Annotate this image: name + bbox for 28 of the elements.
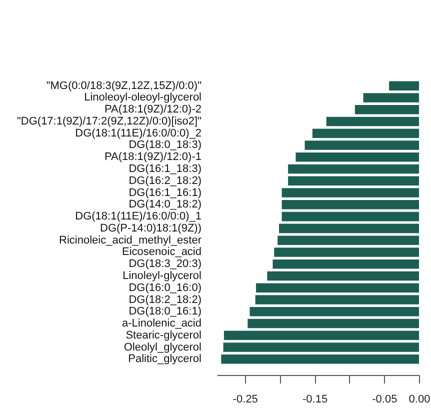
y-tick-label: PA(18:1(9Z)/12:0)-1 bbox=[104, 151, 202, 164]
y-tick-label: DG(16:0_16:0) bbox=[128, 282, 202, 294]
x-tick-label: -0.15 bbox=[302, 394, 328, 406]
y-tick-label: Stearic-glycerol bbox=[126, 329, 202, 342]
x-tick-label: -0.25 bbox=[232, 394, 258, 406]
y-tick-label: a-Linolenic_acid bbox=[122, 318, 202, 330]
y-tick-label: Oleolyl_glycerol bbox=[124, 341, 202, 354]
y-tick-label: DG(18:2_18:2) bbox=[128, 294, 202, 306]
y-tick-label: Ricinoleic_acid_methyl_ester bbox=[59, 234, 202, 246]
y-tick-label: PA(18:1(9Z)/12:0)-2 bbox=[104, 104, 202, 116]
y-tick-label: DG(18:0_16:1) bbox=[128, 306, 202, 318]
y-tick-label: "DG(17:1(9Z)/17:2(9Z,12Z)/0:0)[iso2]" bbox=[17, 115, 202, 128]
y-tick-label: DG(P-14:0)18:1(9Z)) bbox=[100, 222, 202, 234]
x-tick-label: -0.05 bbox=[372, 394, 398, 406]
y-tick-label: DG(18:3_20:3) bbox=[128, 258, 202, 270]
y-tick-label: Eicosenoic_acid bbox=[122, 246, 202, 258]
x-tick-label: 0.00 bbox=[408, 394, 430, 406]
y-tick-label: Palitic_glycerol bbox=[128, 353, 202, 366]
y-tick-label: "MG(0:0/18:3(9Z,12Z,15Z)/0:0)" bbox=[46, 80, 202, 92]
y-tick-label: DG(14:0_18:2) bbox=[128, 198, 202, 211]
y-tick-label: Linoleoyl-oleoyl-glycerol bbox=[84, 92, 202, 104]
y-tick-label: DG(16:1_18:3) bbox=[128, 163, 202, 176]
y-tick-label: DG(18:1(11E)/16:0/0:0)_2 bbox=[75, 127, 202, 140]
y-tick-label: DG(18:1(11E)/16:0/0:0)_1 bbox=[75, 210, 202, 223]
y-tick-label: DG(18:0_18:3) bbox=[128, 139, 202, 152]
y-tick-label: DG(16:2_18:2) bbox=[128, 174, 202, 187]
y-tick-label: DG(16:1_16:1) bbox=[128, 186, 202, 199]
y-tick-label: Linoleyl-glycerol bbox=[122, 270, 202, 282]
